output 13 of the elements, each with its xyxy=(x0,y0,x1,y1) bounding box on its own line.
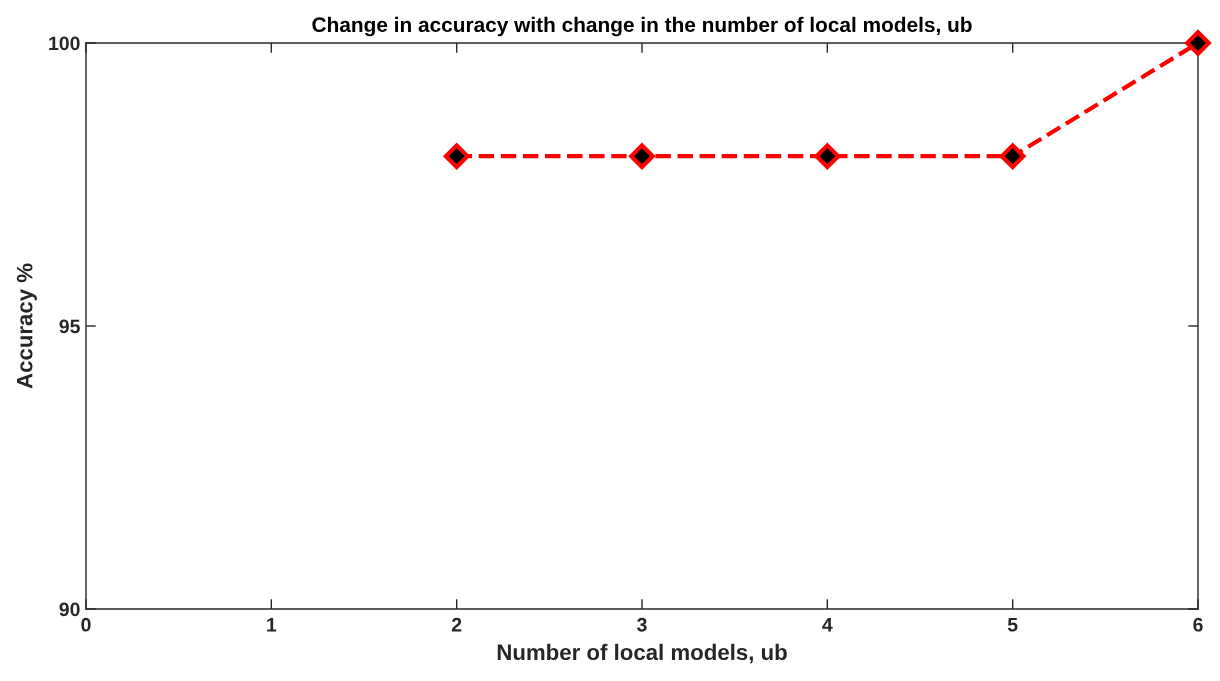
x-axis-title: Number of local models, ub xyxy=(497,643,787,664)
x-tick-label: 0 xyxy=(81,617,91,632)
x-tick-label: 6 xyxy=(1193,617,1203,632)
y-axis-title: Accuracy % xyxy=(16,263,37,389)
x-tick-label: 4 xyxy=(822,618,833,632)
x-tick-label: 3 xyxy=(637,617,647,632)
y-tick-label: 95 xyxy=(59,319,80,334)
y-tick-label: 90 xyxy=(59,602,80,617)
x-tick-label: 1 xyxy=(267,618,277,632)
x-tick-label: 2 xyxy=(451,617,462,632)
chart-title: Change in accuracy with change in the number of local models, ub xyxy=(312,16,972,37)
x-tick-label: 5 xyxy=(1007,618,1018,632)
y-tick-label: 100 xyxy=(49,36,80,51)
